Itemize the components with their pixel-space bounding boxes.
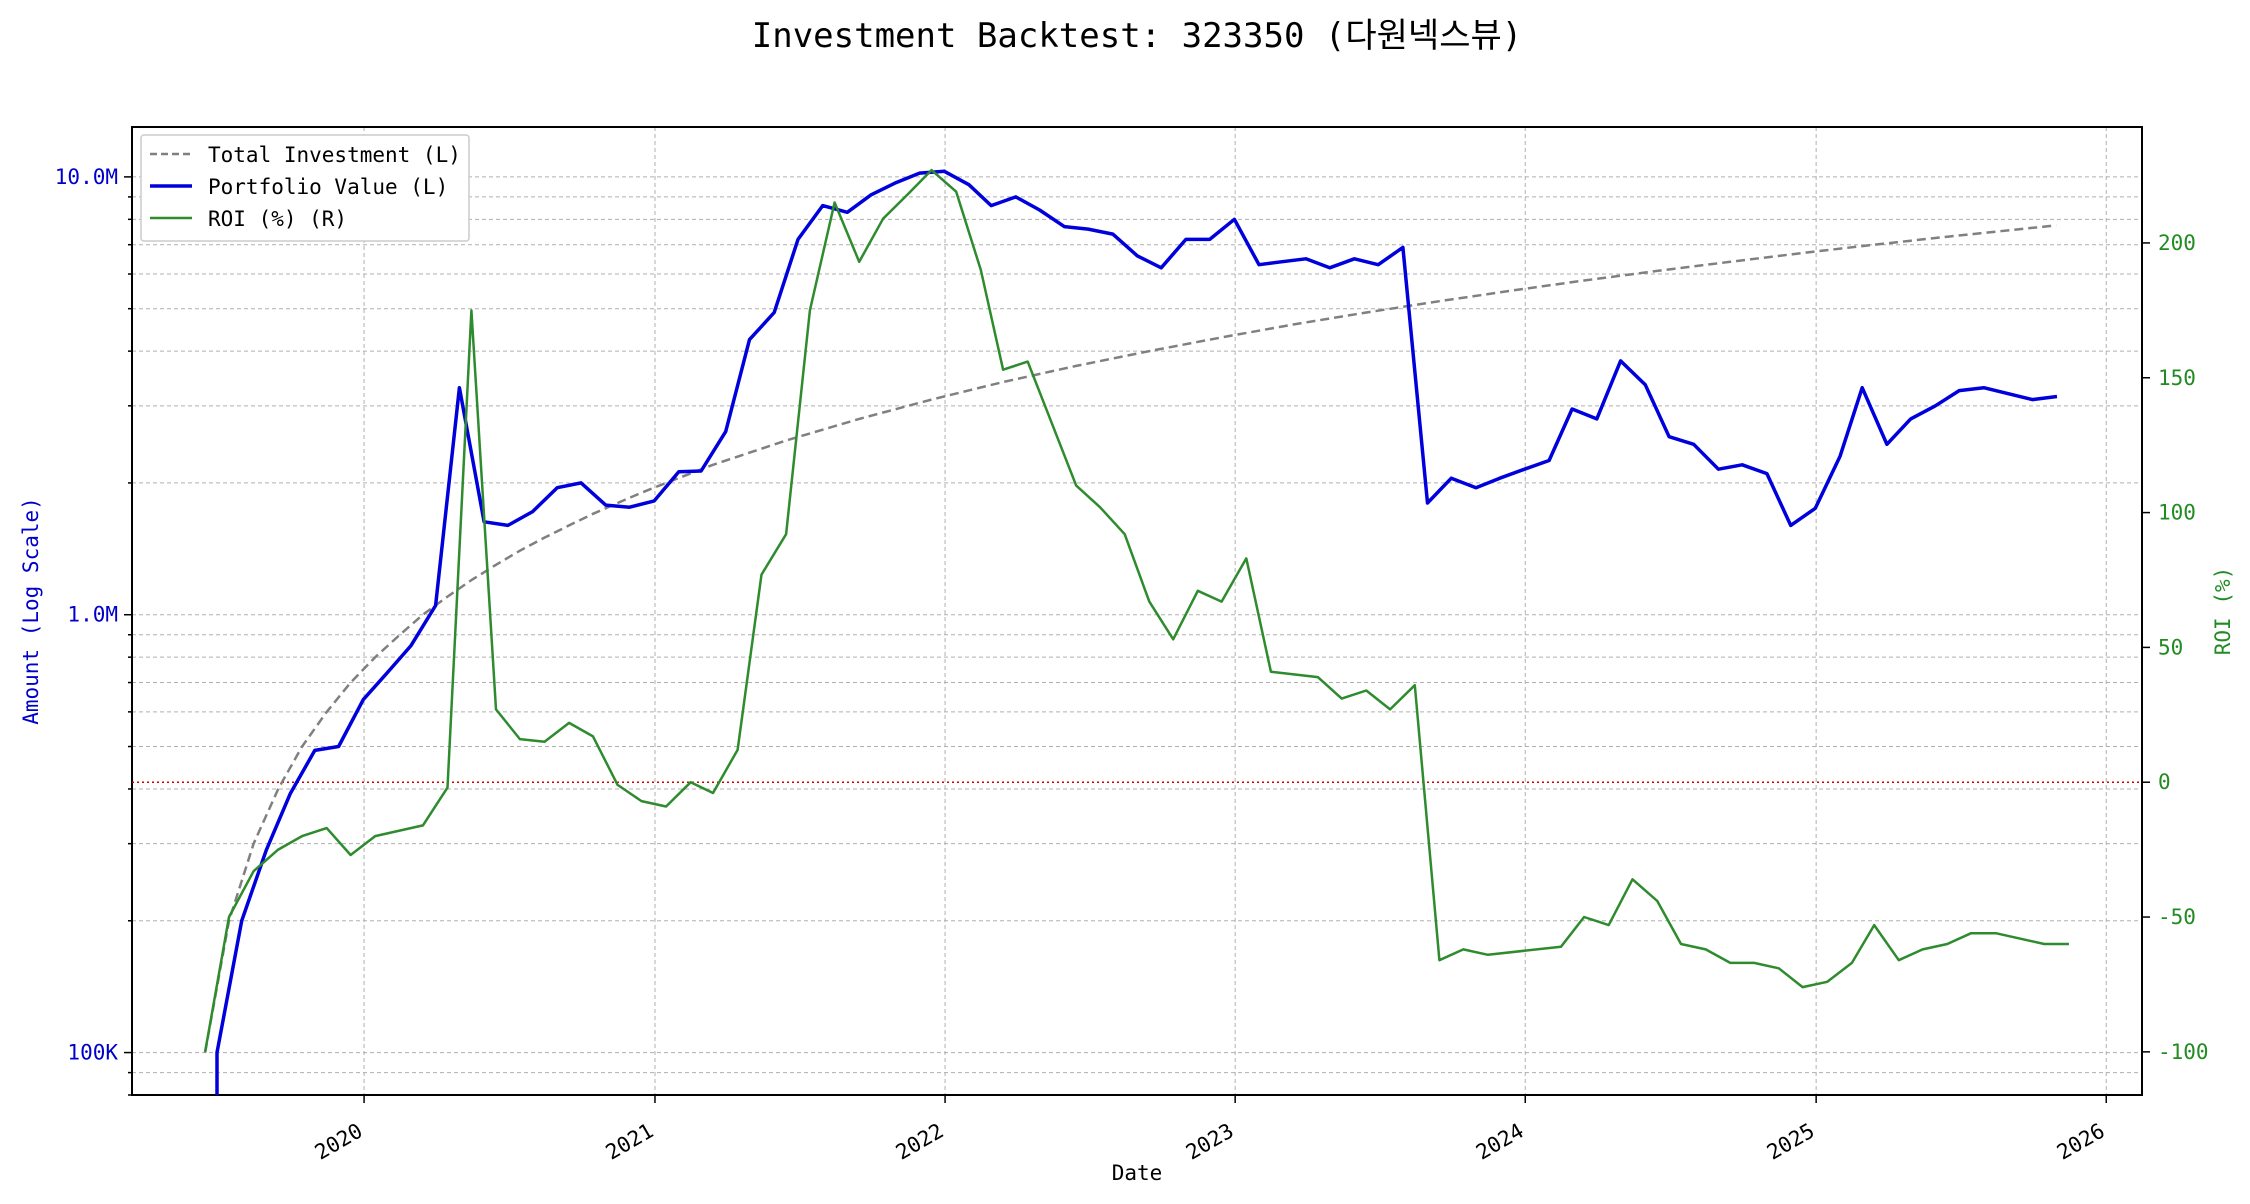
- y-right-tick-label: -50: [2158, 905, 2196, 929]
- roi-line: [203, 168, 2069, 1053]
- x-axis-label: Date: [1112, 1161, 1163, 1185]
- legend-entry-investment: Total Investment (L): [150, 143, 461, 167]
- legend-label-investment: Total Investment (L): [208, 143, 461, 167]
- chart-title: Investment Backtest: 323350 (다원넥스뷰): [752, 16, 1523, 56]
- y-right-tick-label: 100: [2158, 501, 2196, 525]
- y-axis-right-label: ROI (%): [2211, 567, 2235, 656]
- y-right-tick-label: 0: [2158, 770, 2171, 794]
- y-right-tick-label: 150: [2158, 366, 2196, 390]
- y-right-tick-label: -100: [2158, 1040, 2209, 1064]
- portfolio-value-line: [215, 169, 2058, 1095]
- y-left-tick-label: 1.0M: [67, 603, 118, 627]
- y-right-tick-label: 200: [2158, 231, 2196, 255]
- plot-frame: [131, 126, 2143, 1096]
- series-layer: [132, 168, 2142, 1095]
- legend-box: [140, 134, 470, 242]
- total-investment-line: [203, 224, 2057, 1053]
- legend: Total Investment (L) Portfolio Value (L)…: [140, 134, 470, 242]
- y-left-tick-label: 10.0M: [55, 165, 118, 189]
- y-left-tick-label: 100K: [67, 1041, 118, 1065]
- legend-entry-portfolio: Portfolio Value (L): [150, 175, 448, 199]
- y-axis-left-label: Amount (Log Scale): [19, 497, 43, 725]
- y-right-tick-label: 50: [2158, 635, 2183, 659]
- grid-lines: [132, 127, 2142, 1096]
- legend-label-roi: ROI (%) (R): [208, 207, 347, 231]
- legend-label-portfolio: Portfolio Value (L): [208, 175, 448, 199]
- legend-entry-roi: ROI (%) (R): [150, 207, 347, 231]
